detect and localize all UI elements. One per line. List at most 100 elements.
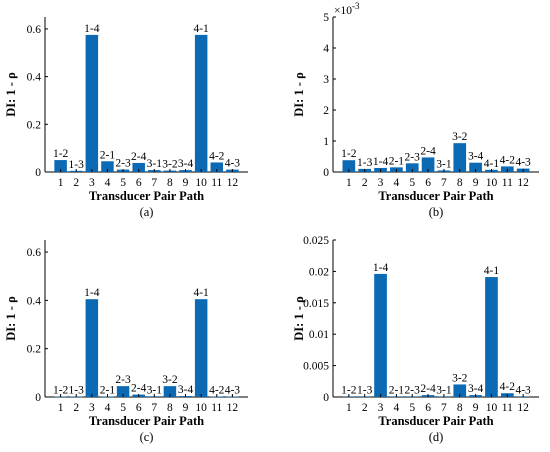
bar-1-4 xyxy=(85,34,99,173)
x-tick-label: 7 xyxy=(151,177,157,189)
bar-data-label: 4-2 xyxy=(209,150,225,162)
x-tick-label: 10 xyxy=(195,177,207,189)
x-tick-label: 2 xyxy=(362,402,368,414)
bar-data-label: 1-4 xyxy=(373,156,389,168)
bar-data-label: 3-4 xyxy=(468,151,484,163)
y-tick-label: 0 xyxy=(323,167,329,179)
y-tick-label: 2 xyxy=(323,105,329,117)
bar-data-label: 4-3 xyxy=(225,385,241,397)
x-tick-label: 11 xyxy=(502,402,513,414)
x-tick-label: 6 xyxy=(425,402,431,414)
x-tick-label: 11 xyxy=(211,177,222,189)
bar-data-label: 3-1 xyxy=(436,384,452,396)
y-tick-label: 3 xyxy=(323,74,329,86)
x-tick-label: 1 xyxy=(58,402,64,414)
x-axis-title: Transducer Pair Path xyxy=(378,189,493,203)
x-tick-label: 5 xyxy=(120,177,126,189)
bar-4-2 xyxy=(210,162,224,172)
bar-4-1 xyxy=(485,277,498,397)
y-tick-label: 0.4 xyxy=(27,72,42,84)
x-tick-label: 6 xyxy=(136,402,142,414)
x-tick-label: 3 xyxy=(378,402,384,414)
y-tick-label: 0.6 xyxy=(27,24,42,36)
x-axis-title: Transducer Pair Path xyxy=(89,189,204,203)
x-tick-label: 12 xyxy=(517,402,529,414)
bar-data-label: 4-1 xyxy=(193,23,209,35)
bar-data-label: 2-4 xyxy=(131,151,147,163)
bar-data-label: 1-4 xyxy=(373,262,389,274)
bar-data-label: 4-1 xyxy=(484,158,500,170)
bar-2-4 xyxy=(132,162,145,172)
bar-2-4 xyxy=(421,157,435,172)
bar-data-label: 3-2 xyxy=(452,131,468,143)
x-tick-label: 6 xyxy=(136,177,142,189)
bar-data-label: 2-1 xyxy=(389,384,405,396)
y-tick-label: 4 xyxy=(323,43,329,55)
y-tick-label: 5 xyxy=(323,12,329,24)
x-tick-label: 5 xyxy=(120,402,126,414)
x-tick-label: 4 xyxy=(394,402,400,414)
bar-1-4 xyxy=(374,273,387,397)
x-tick-label: 9 xyxy=(473,177,479,189)
bar-data-label: 2-4 xyxy=(420,383,436,395)
bar-data-label: 2-1 xyxy=(389,155,405,167)
y-axis-title: DI: 1 - ρ xyxy=(4,72,18,117)
chart-panel-a: 00.20.40.611-221-331-442-152-362-473-183… xyxy=(4,17,248,219)
x-tick-label: 9 xyxy=(183,177,189,189)
x-tick-label: 11 xyxy=(211,402,222,414)
bar-4-1 xyxy=(194,299,208,397)
bar-data-label: 2-1 xyxy=(100,385,116,397)
x-tick-label: 12 xyxy=(227,402,239,414)
bar-data-label: 4-1 xyxy=(484,265,500,277)
x-tick-label: 12 xyxy=(227,177,239,189)
y-tick-label: 0.2 xyxy=(27,119,42,131)
x-tick-label: 7 xyxy=(441,402,447,414)
bar-data-label: 1-3 xyxy=(69,385,85,397)
bar-2-3 xyxy=(116,386,130,397)
bar-3-2 xyxy=(453,384,467,397)
bar-data-label: 1-3 xyxy=(357,384,373,396)
bar-data-label: 2-3 xyxy=(405,384,421,396)
bar-data-label: 3-4 xyxy=(178,384,194,396)
y-tick-label: 0 xyxy=(323,392,329,404)
y-tick-label: 0.01 xyxy=(309,329,329,341)
x-tick-label: 1 xyxy=(346,402,352,414)
y-axis-title: DI: 1 - ρ xyxy=(292,296,306,341)
bar-data-label: 1-3 xyxy=(69,159,85,171)
panel-caption: (c) xyxy=(140,430,154,444)
bar-1-2 xyxy=(342,160,356,172)
bar-4-1 xyxy=(194,34,208,173)
bar-data-label: 4-2 xyxy=(500,154,516,166)
x-tick-label: 11 xyxy=(502,177,513,189)
y-tick-label: 0.025 xyxy=(303,235,329,247)
panel-caption: (d) xyxy=(429,430,444,444)
x-tick-label: 9 xyxy=(473,402,479,414)
y-exponent-label: ×10-3 xyxy=(334,1,360,17)
x-tick-label: 4 xyxy=(105,177,111,189)
y-tick-label: 0.02 xyxy=(309,266,329,278)
bar-data-label: 2-1 xyxy=(100,149,116,161)
panel-caption: (a) xyxy=(140,205,154,219)
bar-3-2 xyxy=(163,386,177,397)
bar-data-label: 1-2 xyxy=(341,148,357,160)
x-tick-label: 10 xyxy=(486,402,498,414)
x-tick-label: 8 xyxy=(167,402,173,414)
chart-panel-c: 00.20.40.611-221-331-442-152-362-473-183… xyxy=(4,240,248,444)
bar-data-label: 2-3 xyxy=(115,374,131,386)
bar-data-label: 3-2 xyxy=(162,159,178,171)
bar-3-4 xyxy=(469,162,482,172)
x-tick-label: 1 xyxy=(58,177,64,189)
bar-data-label: 4-3 xyxy=(225,158,241,170)
x-tick-label: 3 xyxy=(89,402,95,414)
x-tick-label: 3 xyxy=(378,177,384,189)
y-exponent-power: -3 xyxy=(352,1,360,11)
x-tick-label: 9 xyxy=(183,402,189,414)
bar-data-label: 2-3 xyxy=(115,158,131,170)
y-tick-label: 0.6 xyxy=(27,247,42,259)
y-tick-label: 1 xyxy=(323,136,329,148)
bar-data-label: 3-1 xyxy=(436,158,452,170)
bar-2-3 xyxy=(405,163,419,172)
x-tick-label: 8 xyxy=(167,177,173,189)
bar-3-2 xyxy=(453,143,467,172)
